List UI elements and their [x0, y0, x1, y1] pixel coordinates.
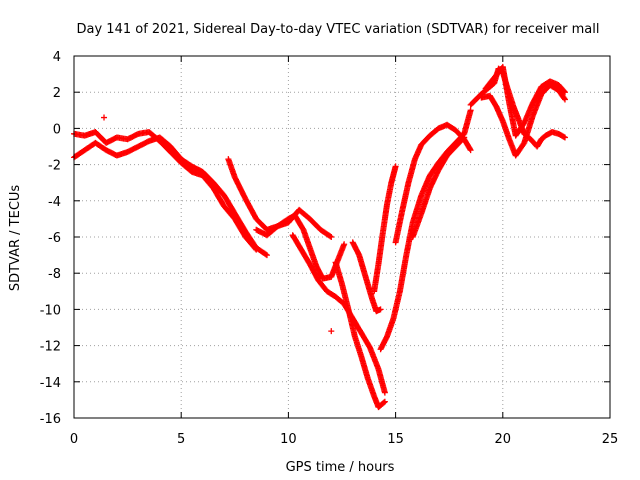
- data-point: [561, 89, 568, 96]
- tick-layer: 0 5 10 15 20 25 -16 -14 -12 -10 -8 -6 -4 -2 0 2 4: [40, 50, 619, 447]
- data-point: [561, 96, 568, 103]
- data-point: [561, 95, 568, 102]
- y-tick-label: -8: [48, 267, 61, 282]
- x-tick-label: 0: [70, 432, 78, 447]
- data-point: [380, 399, 387, 406]
- y-axis-label: SDTVAR / TECUs: [8, 185, 23, 292]
- chart-title: Day 141 of 2021, Sidereal Day-to-day VTE…: [77, 22, 600, 37]
- x-tick-label: 25: [602, 432, 619, 447]
- data-point: [262, 251, 269, 258]
- data-point: [392, 163, 399, 170]
- x-tick-label: 10: [280, 432, 297, 447]
- y-tick-label: 0: [53, 122, 61, 137]
- x-tick-label: 20: [495, 432, 512, 447]
- series-track-h: [371, 163, 399, 295]
- data-point: [328, 328, 335, 335]
- data-point: [467, 107, 474, 114]
- y-tick-label: -14: [40, 376, 61, 391]
- y-tick-label: 4: [53, 50, 61, 65]
- y-tick-label: -12: [40, 340, 61, 355]
- y-tick-label: 2: [53, 86, 61, 101]
- data-point: [381, 389, 388, 396]
- y-tick-label: -6: [48, 231, 61, 246]
- data-point: [460, 135, 467, 142]
- y-tick-label: -4: [48, 195, 61, 210]
- y-tick-label: -16: [40, 412, 61, 427]
- x-tick-label: 5: [177, 432, 185, 447]
- series-track-b: [71, 134, 270, 259]
- series-outlier: [101, 114, 335, 335]
- series-track-k: [409, 134, 468, 240]
- data-point: [101, 114, 108, 121]
- data-point: [377, 306, 384, 313]
- data-point: [341, 241, 348, 248]
- data-point: [327, 233, 334, 240]
- y-tick-label: -10: [40, 303, 61, 318]
- data-point: [328, 234, 335, 240]
- data-point: [381, 398, 388, 405]
- data-point: [561, 88, 568, 95]
- x-axis-label: GPS time / hours: [286, 460, 395, 475]
- data-point: [263, 252, 270, 259]
- series-track-l: [467, 65, 568, 150]
- x-tick-label: 15: [387, 432, 404, 447]
- series-track-j: [392, 121, 474, 246]
- y-tick-label: -2: [48, 159, 61, 174]
- data-point: [461, 134, 468, 141]
- series-track-g: [349, 239, 384, 315]
- data-layer: [71, 63, 568, 411]
- data-point: [467, 147, 474, 154]
- series-track-i: [377, 107, 474, 353]
- series-track-f: [332, 259, 388, 411]
- data-point: [561, 134, 568, 141]
- series-track-n: [482, 63, 568, 139]
